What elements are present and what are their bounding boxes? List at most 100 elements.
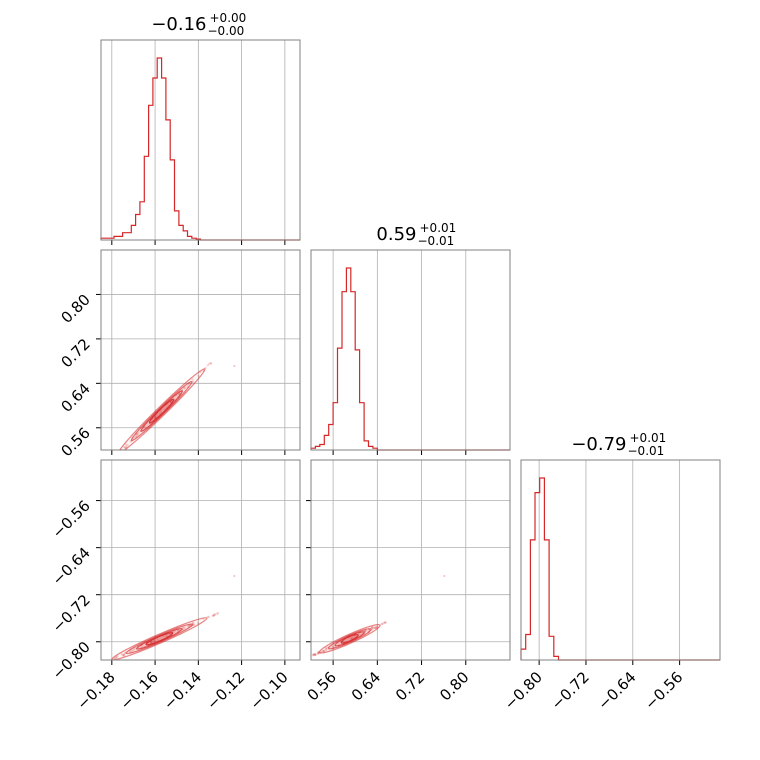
sample-point (122, 654, 125, 657)
contour (148, 398, 175, 424)
sample-point (213, 613, 217, 616)
param-title-value: −0.79 (571, 434, 626, 455)
sample-point (122, 654, 125, 657)
sample-point (166, 403, 170, 406)
sample-point (383, 621, 386, 624)
sample-point (374, 626, 377, 629)
sample-point (216, 612, 219, 615)
sample-point (103, 662, 105, 664)
sample-point (212, 614, 215, 617)
sample-point (374, 626, 377, 629)
contour (334, 631, 365, 647)
sample-point (122, 653, 126, 656)
text-layer: −0.18−0.16−0.14−0.12−0.10 0.56 0.64 0.72 0.8… (49, 11, 687, 713)
sample-point (322, 649, 325, 653)
sample-point (311, 654, 315, 657)
contour (340, 633, 359, 644)
panel-frame (310, 459, 511, 661)
sample-point (324, 648, 328, 652)
x-tick-label: 0.72 (392, 668, 428, 704)
sample-point (196, 621, 200, 625)
param-title-minus: −0.01 (418, 234, 455, 248)
sample-point (191, 621, 195, 624)
panel-frame (100, 249, 301, 451)
sample-point (107, 462, 109, 464)
sample-point (153, 640, 156, 643)
sample-point (177, 392, 181, 396)
sample-point (322, 650, 325, 653)
sample-point (216, 612, 219, 615)
contour (135, 627, 183, 650)
density-2-1 (311, 575, 446, 657)
sample-point (372, 627, 375, 630)
sample-point (380, 622, 384, 626)
sample-point (320, 650, 323, 653)
sample-point (113, 456, 115, 458)
sample-point (123, 652, 127, 655)
sample-point (313, 653, 316, 657)
sample-point (206, 364, 209, 367)
sample-point (153, 416, 157, 419)
sample-point (321, 649, 325, 652)
contour (318, 624, 381, 654)
panel-frame (310, 249, 511, 451)
sample-point (354, 635, 357, 638)
outlier-point (443, 575, 446, 577)
sample-point (183, 626, 186, 629)
sample-point (371, 626, 374, 629)
x-tick-label: −0.18 (73, 668, 118, 713)
param-title-plus: +0.01 (420, 221, 457, 235)
sample-point (125, 445, 128, 448)
sample-point (324, 647, 327, 650)
sample-point (212, 614, 215, 617)
frame-layer (96, 39, 721, 665)
x-tick-label: 0.80 (436, 668, 472, 704)
param-title-value: 0.59 (376, 224, 416, 245)
sample-point (384, 621, 387, 624)
sample-point (156, 638, 159, 642)
sample-point (375, 625, 379, 628)
contour (145, 632, 174, 646)
sample-point (371, 626, 374, 629)
contour (130, 380, 193, 442)
sample-point (373, 626, 377, 630)
sample-point (115, 454, 117, 456)
contour (117, 368, 206, 450)
sample-point (136, 433, 139, 436)
sample-point (109, 461, 111, 463)
param-title-plus: +0.01 (630, 431, 667, 445)
y-tick-label: 0.72 (57, 335, 93, 371)
sample-point (325, 648, 328, 651)
panel-frame (520, 459, 721, 661)
sample-point (104, 661, 106, 663)
sample-point (213, 613, 216, 617)
param-title-minus: −0.01 (628, 444, 665, 458)
sample-point (163, 407, 166, 410)
y-tick-label: −0.64 (49, 544, 94, 589)
x-tick-label: 0.64 (348, 668, 384, 704)
sample-point (182, 387, 186, 390)
sample-point (115, 455, 117, 457)
sample-point (114, 656, 118, 659)
sample-point (119, 451, 121, 453)
x-tick-label: −0.12 (203, 668, 248, 713)
param-title-plus: +0.00 (210, 11, 247, 25)
sample-point (115, 656, 118, 659)
outlier-point (233, 575, 236, 577)
sample-point (325, 646, 328, 649)
sample-point (197, 374, 200, 378)
sample-point (181, 626, 185, 629)
panel-frame (100, 459, 301, 661)
sample-point (314, 653, 317, 656)
x-tick-label: −0.80 (501, 668, 546, 713)
sample-point (380, 623, 384, 626)
x-tick-label: −0.16 (117, 668, 162, 713)
sample-point (370, 626, 374, 629)
sample-point (115, 454, 117, 456)
sample-point (188, 624, 191, 627)
x-tick-label: 0.56 (304, 668, 340, 704)
sample-point (113, 657, 117, 660)
y-tick-label: −0.72 (49, 591, 94, 636)
sample-point (123, 654, 126, 657)
